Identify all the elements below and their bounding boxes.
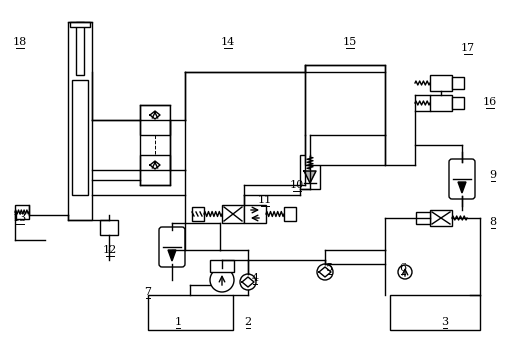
Text: 1: 1 (175, 317, 182, 327)
FancyBboxPatch shape (449, 159, 475, 199)
Text: 11: 11 (258, 195, 272, 205)
Text: 3: 3 (441, 317, 449, 327)
Bar (300, 155, 320, 189)
Text: 18: 18 (13, 37, 27, 47)
Text: 17: 17 (461, 43, 475, 53)
Bar (210, 260, 234, 272)
Text: 7: 7 (144, 287, 152, 297)
Text: 16: 16 (483, 97, 497, 107)
Bar (305, 65, 385, 165)
Circle shape (398, 265, 412, 279)
Text: 9: 9 (489, 170, 497, 180)
Bar (430, 95, 452, 111)
Text: 5: 5 (327, 263, 333, 273)
FancyBboxPatch shape (159, 227, 185, 267)
Text: 15: 15 (343, 37, 357, 47)
Bar (72, 80, 88, 195)
Bar (76, 22, 84, 75)
Polygon shape (168, 250, 176, 261)
Bar (170, 72, 230, 120)
Bar (452, 77, 464, 89)
Polygon shape (458, 182, 466, 193)
Bar (148, 295, 233, 330)
Text: 8: 8 (489, 217, 497, 227)
Text: 10: 10 (290, 180, 304, 190)
Text: 4: 4 (251, 273, 259, 283)
Circle shape (317, 264, 333, 280)
Bar (390, 295, 480, 330)
Bar (15, 205, 29, 219)
Circle shape (240, 274, 256, 290)
Circle shape (210, 268, 234, 292)
Bar (140, 105, 170, 135)
Bar (416, 212, 430, 224)
Polygon shape (304, 171, 316, 183)
Text: 2: 2 (244, 317, 251, 327)
Bar (284, 207, 296, 221)
Text: 6: 6 (399, 263, 407, 273)
Text: 13: 13 (13, 213, 27, 223)
Bar (68, 22, 92, 220)
Bar (70, 22, 90, 27)
Bar (244, 205, 266, 223)
Bar (430, 210, 452, 226)
Bar (430, 75, 452, 91)
Bar (140, 155, 170, 185)
Bar (192, 207, 204, 221)
Bar (100, 220, 118, 235)
Bar (452, 97, 464, 109)
Text: 14: 14 (221, 37, 235, 47)
Text: 12: 12 (103, 245, 117, 255)
Bar (222, 205, 244, 223)
